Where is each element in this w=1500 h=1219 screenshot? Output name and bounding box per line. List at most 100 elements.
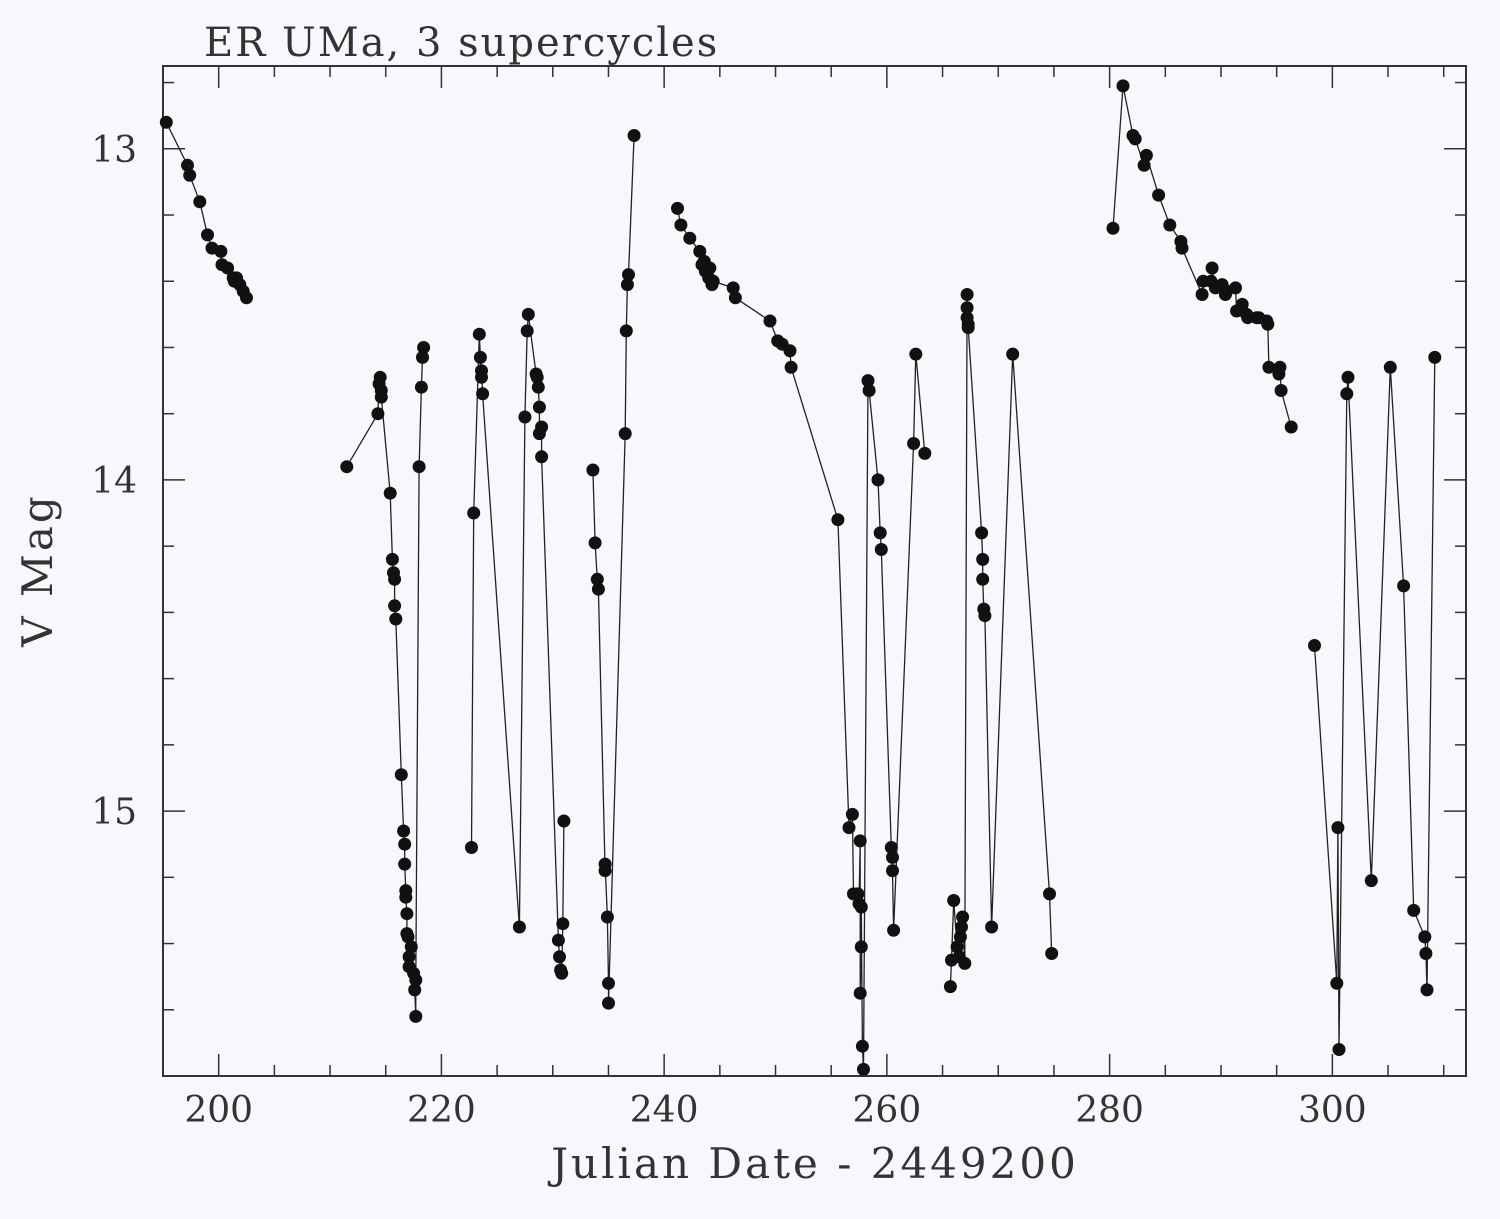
data-point xyxy=(1308,639,1321,652)
data-point xyxy=(518,410,532,424)
data-point xyxy=(1419,947,1433,960)
data-point xyxy=(907,437,921,450)
data-point xyxy=(728,291,742,305)
data-point xyxy=(475,364,488,378)
data-point xyxy=(193,195,207,209)
data-point xyxy=(985,920,999,934)
data-point xyxy=(598,857,612,871)
data-point xyxy=(535,420,549,434)
data-point xyxy=(340,460,354,474)
data-point xyxy=(975,526,989,540)
data-point xyxy=(620,278,634,292)
data-point xyxy=(683,231,697,245)
data-point xyxy=(1137,158,1151,172)
data-point xyxy=(783,344,797,358)
data-point xyxy=(1261,317,1275,331)
data-point xyxy=(467,506,481,520)
data-point xyxy=(1330,976,1344,990)
y-axis-label: V Mag xyxy=(13,493,62,648)
data-point xyxy=(854,900,868,914)
data-point xyxy=(404,940,418,954)
data-point xyxy=(831,513,845,527)
x-tick-label: 200 xyxy=(184,1090,253,1131)
data-point xyxy=(960,301,974,315)
data-point xyxy=(961,321,975,335)
y-tick-label: 13 xyxy=(91,130,137,171)
data-point xyxy=(1205,261,1219,275)
data-point xyxy=(874,543,888,556)
series-line-6 xyxy=(857,354,926,1070)
data-point xyxy=(394,768,408,782)
data-point xyxy=(473,350,487,364)
data-point xyxy=(512,920,526,934)
data-point xyxy=(398,857,412,871)
data-points xyxy=(159,79,1442,1076)
plot-frame xyxy=(162,65,1467,1077)
data-point xyxy=(602,996,615,1010)
data-point xyxy=(388,599,402,613)
data-point xyxy=(183,168,197,182)
data-point xyxy=(602,976,615,990)
data-point xyxy=(674,218,688,232)
data-point xyxy=(530,370,544,384)
data-point xyxy=(886,864,899,878)
data-point xyxy=(1340,387,1354,401)
data-point xyxy=(703,261,717,275)
data-point xyxy=(1128,132,1142,146)
data-point xyxy=(871,473,885,487)
data-point xyxy=(955,920,968,934)
data-point xyxy=(873,526,887,540)
data-point xyxy=(399,890,413,904)
data-point xyxy=(553,950,566,964)
data-point xyxy=(531,380,545,394)
data-point xyxy=(221,261,235,275)
data-point xyxy=(947,894,961,907)
data-point xyxy=(371,407,385,421)
data-point xyxy=(1420,983,1434,997)
data-point xyxy=(472,327,486,341)
data-point xyxy=(1418,930,1432,944)
data-point xyxy=(400,907,414,921)
data-point xyxy=(845,807,859,821)
data-point xyxy=(1163,218,1177,232)
data-point xyxy=(1152,188,1166,202)
data-point xyxy=(956,910,970,924)
data-point xyxy=(465,841,478,854)
data-point xyxy=(784,360,798,374)
x-tick-label: 220 xyxy=(407,1090,476,1131)
data-point xyxy=(726,281,740,295)
data-point xyxy=(1332,1043,1346,1056)
data-point xyxy=(383,486,397,500)
data-point xyxy=(476,387,490,401)
data-point xyxy=(1043,887,1056,901)
data-point xyxy=(388,572,402,586)
data-point xyxy=(886,850,899,864)
data-point xyxy=(1341,370,1355,384)
data-point xyxy=(619,324,633,338)
data-point xyxy=(201,228,214,242)
data-point xyxy=(556,917,570,931)
data-point xyxy=(409,973,423,987)
data-point xyxy=(706,274,720,288)
data-point xyxy=(397,824,411,838)
data-point xyxy=(1106,221,1120,235)
data-point xyxy=(950,940,964,954)
data-point xyxy=(855,1039,869,1053)
data-point xyxy=(586,463,600,477)
data-point xyxy=(408,983,422,997)
data-point xyxy=(1273,360,1287,374)
data-point xyxy=(1235,297,1249,311)
x-axis-label: Julian Date - 2449200 xyxy=(547,1139,1079,1188)
data-point xyxy=(909,347,923,361)
data-point xyxy=(1364,874,1378,888)
data-point xyxy=(214,244,228,258)
data-point xyxy=(1195,288,1209,301)
data-point xyxy=(958,956,972,970)
data-point xyxy=(414,380,428,394)
data-point xyxy=(976,552,990,566)
tick-labels: 200 220 240 260 280 300 13 14 15 xyxy=(91,130,1367,1131)
data-point xyxy=(551,933,565,947)
data-point xyxy=(555,966,569,980)
x-tick-label: 280 xyxy=(1075,1090,1144,1131)
